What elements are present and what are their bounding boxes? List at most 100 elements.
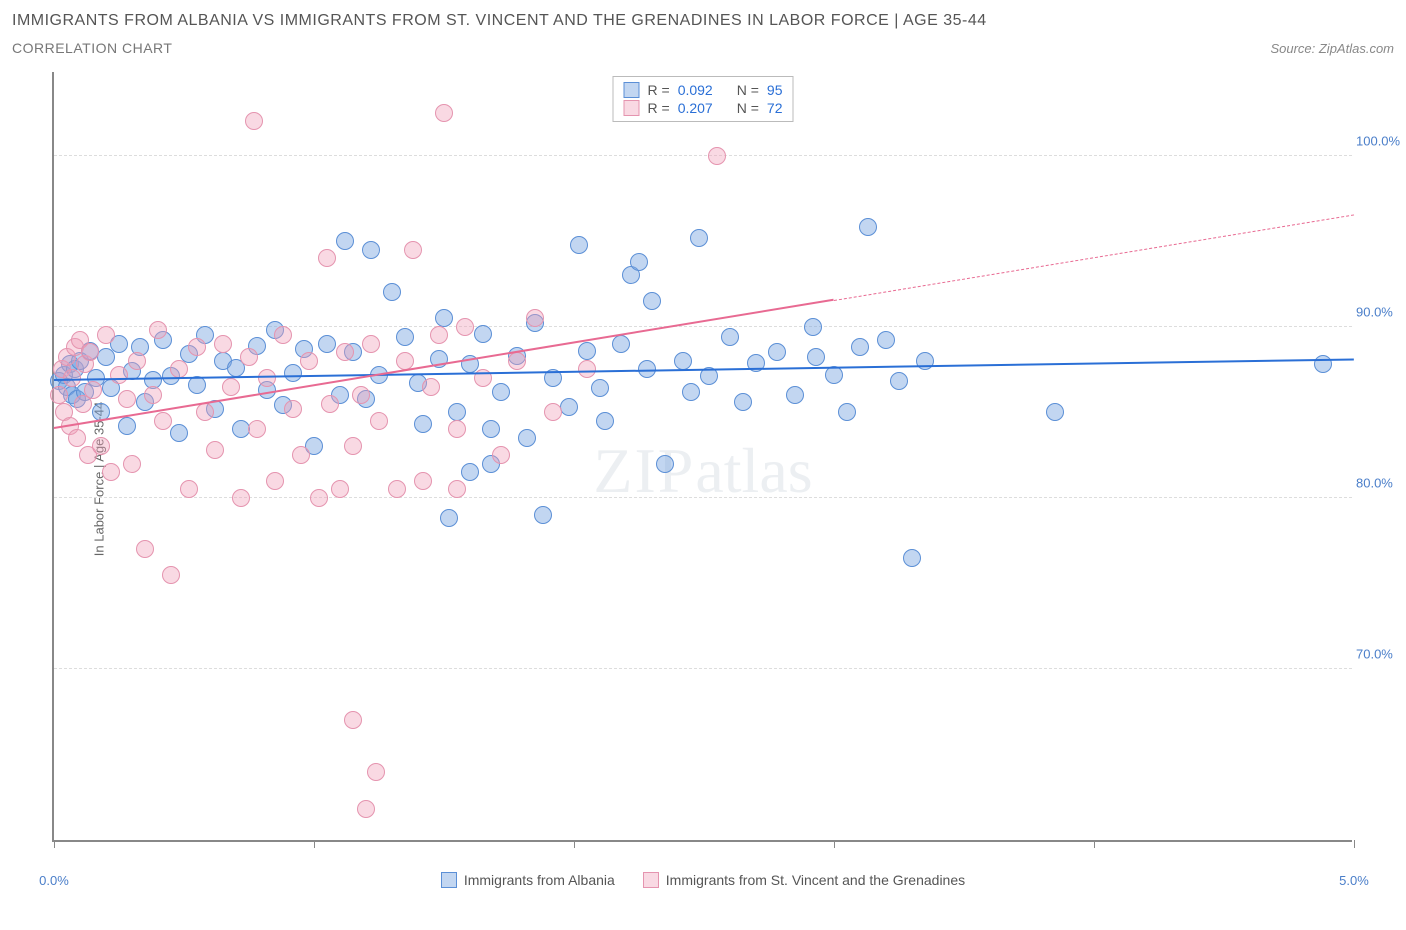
source-label: Source: ZipAtlas.com xyxy=(1270,41,1394,56)
plot-area: ZIPatlas R =0.092N =95R =0.207N =72 Immi… xyxy=(52,72,1352,842)
data-point xyxy=(245,112,263,130)
data-point xyxy=(518,429,536,447)
data-point xyxy=(170,360,188,378)
data-point xyxy=(526,309,544,327)
legend-swatch xyxy=(624,82,640,98)
x-tick xyxy=(314,840,315,848)
data-point xyxy=(136,540,154,558)
x-tick xyxy=(574,840,575,848)
data-point xyxy=(383,283,401,301)
x-tick xyxy=(1094,840,1095,848)
data-point xyxy=(206,441,224,459)
legend-swatch xyxy=(624,100,640,116)
data-point xyxy=(448,480,466,498)
data-point xyxy=(804,318,822,336)
legend-item: Immigrants from St. Vincent and the Gren… xyxy=(643,872,965,888)
legend-r-label: R = xyxy=(648,100,670,116)
data-point xyxy=(890,372,908,390)
data-point xyxy=(708,147,726,165)
watermark-atlas: atlas xyxy=(695,435,812,506)
data-point xyxy=(128,352,146,370)
data-point xyxy=(508,352,526,370)
data-point xyxy=(92,437,110,455)
data-point xyxy=(656,455,674,473)
legend-r-label: R = xyxy=(648,82,670,98)
data-point xyxy=(110,366,128,384)
x-tick xyxy=(1354,840,1355,848)
data-point xyxy=(721,328,739,346)
legend-n-label: N = xyxy=(737,100,759,116)
data-point xyxy=(336,343,354,361)
data-point xyxy=(786,386,804,404)
data-point xyxy=(440,509,458,527)
data-point xyxy=(118,390,136,408)
data-point xyxy=(448,420,466,438)
data-point xyxy=(578,360,596,378)
data-point xyxy=(596,412,614,430)
data-point xyxy=(768,343,786,361)
data-point xyxy=(248,420,266,438)
y-tick-label: 100.0% xyxy=(1356,133,1406,148)
data-point xyxy=(162,566,180,584)
data-point xyxy=(123,455,141,473)
legend-item: Immigrants from Albania xyxy=(441,872,615,888)
data-point xyxy=(396,328,414,346)
data-point xyxy=(274,326,292,344)
data-point xyxy=(362,241,380,259)
data-point xyxy=(474,325,492,343)
legend-n-label: N = xyxy=(737,82,759,98)
legend-n-value: 72 xyxy=(767,100,783,116)
data-point xyxy=(81,343,99,361)
data-point xyxy=(859,218,877,236)
data-point xyxy=(240,348,258,366)
data-point xyxy=(154,412,172,430)
data-point xyxy=(292,446,310,464)
data-point xyxy=(258,369,276,387)
y-tick-label: 90.0% xyxy=(1356,304,1406,319)
data-point xyxy=(318,335,336,353)
x-tick-label: 0.0% xyxy=(39,873,69,888)
data-point xyxy=(461,463,479,481)
chart-subtitle: CORRELATION CHART xyxy=(12,40,172,56)
data-point xyxy=(630,253,648,271)
trendline-projection xyxy=(834,214,1354,301)
data-point xyxy=(84,381,102,399)
legend-bottom: Immigrants from Albania Immigrants from S… xyxy=(54,872,1352,888)
legend-row: R = 0.207 N = 72 xyxy=(624,99,783,117)
data-point xyxy=(682,383,700,401)
data-point xyxy=(838,403,856,421)
legend-label: Immigrants from St. Vincent and the Gren… xyxy=(666,872,965,888)
legend-correlation-box: R =0.092N =95R =0.207N =72 xyxy=(613,76,794,122)
data-point xyxy=(97,348,115,366)
data-point xyxy=(560,398,578,416)
data-point xyxy=(591,379,609,397)
data-point xyxy=(456,318,474,336)
data-point xyxy=(534,506,552,524)
data-point xyxy=(284,364,302,382)
data-point xyxy=(807,348,825,366)
data-point xyxy=(266,472,284,490)
data-point xyxy=(435,104,453,122)
data-point xyxy=(336,232,354,250)
data-point xyxy=(149,321,167,339)
data-point xyxy=(1046,403,1064,421)
data-point xyxy=(188,338,206,356)
data-point xyxy=(344,711,362,729)
data-point xyxy=(492,383,510,401)
x-tick-label: 5.0% xyxy=(1339,873,1369,888)
data-point xyxy=(321,395,339,413)
data-point xyxy=(422,378,440,396)
data-point xyxy=(196,403,214,421)
data-point xyxy=(734,393,752,411)
data-point xyxy=(851,338,869,356)
data-point xyxy=(362,335,380,353)
data-point xyxy=(232,489,250,507)
x-tick xyxy=(54,840,55,848)
data-point xyxy=(492,446,510,464)
legend-r-value: 0.207 xyxy=(678,100,713,116)
data-point xyxy=(643,292,661,310)
data-point xyxy=(903,549,921,567)
data-point xyxy=(404,241,422,259)
data-point xyxy=(357,800,375,818)
data-point xyxy=(544,403,562,421)
